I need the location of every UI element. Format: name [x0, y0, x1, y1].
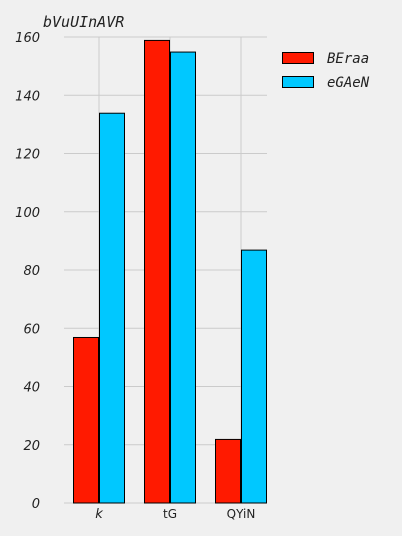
y-tick-label: 60 [23, 322, 40, 337]
legend-swatch [282, 52, 314, 64]
legend-swatch [282, 76, 314, 88]
x-axis-ticks: k tG QYiN [95, 507, 255, 522]
x-tick-label: k [95, 507, 103, 522]
y-tick-label: 140 [15, 89, 40, 104]
bar-eGAeN-QYiN [241, 249, 267, 504]
y-tick-label: 0 [32, 497, 40, 512]
bar-eGAeN-k [99, 112, 125, 504]
bar-BEraa-k [73, 336, 99, 504]
y-tick-label: 20 [23, 439, 40, 454]
legend-label: eGAeN [327, 75, 370, 91]
bar-BEraa-QYiN [215, 438, 241, 504]
y-tick-label: 120 [15, 148, 40, 163]
legend: BEraa eGAeN [282, 51, 370, 91]
y-tick-label: 40 [23, 381, 40, 396]
y-tick-label: 80 [23, 264, 40, 279]
bars [73, 39, 267, 504]
x-tick-label: tG [163, 507, 177, 521]
y-tick-label: 100 [15, 206, 40, 221]
bar-BEraa-tG [144, 39, 170, 504]
y-tick-label: 160 [15, 31, 40, 46]
y-axis-ticks: 0 20 40 60 80 100 120 140 160 [15, 31, 40, 512]
x-tick-label: QYiN [227, 507, 256, 521]
bar-eGAeN-tG [170, 51, 196, 504]
chart-title: bVuUInAVR [43, 13, 124, 31]
legend-label: BEraa [327, 51, 369, 67]
